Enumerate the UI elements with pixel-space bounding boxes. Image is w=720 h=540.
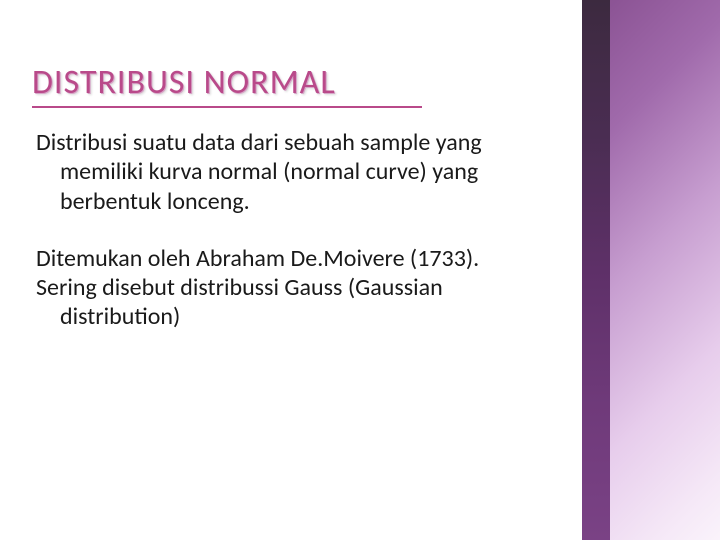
slide-body: Distribusi suatu data dari sebuah sample… bbox=[36, 128, 516, 360]
slide-container: DISTRIBUSI NORMAL Distribusi suatu data … bbox=[0, 0, 720, 540]
paragraph-2-text: Ditemukan oleh Abraham De.Moivere (1733)… bbox=[36, 244, 516, 273]
paragraph-3: Sering disebut distribussi Gauss (Gaussi… bbox=[36, 273, 516, 332]
title-underline bbox=[32, 106, 422, 108]
paragraph-3-text: Sering disebut distribussi Gauss (Gaussi… bbox=[36, 273, 516, 332]
paragraph-1-text: Distribusi suatu data dari sebuah sample… bbox=[36, 128, 516, 216]
side-strip-light bbox=[610, 0, 720, 540]
paragraph-1: Distribusi suatu data dari sebuah sample… bbox=[36, 128, 516, 216]
side-decoration bbox=[582, 0, 720, 540]
slide-title: DISTRIBUSI NORMAL bbox=[32, 62, 336, 103]
paragraph-2: Ditemukan oleh Abraham De.Moivere (1733)… bbox=[36, 244, 516, 273]
side-strip-dark bbox=[582, 0, 610, 540]
